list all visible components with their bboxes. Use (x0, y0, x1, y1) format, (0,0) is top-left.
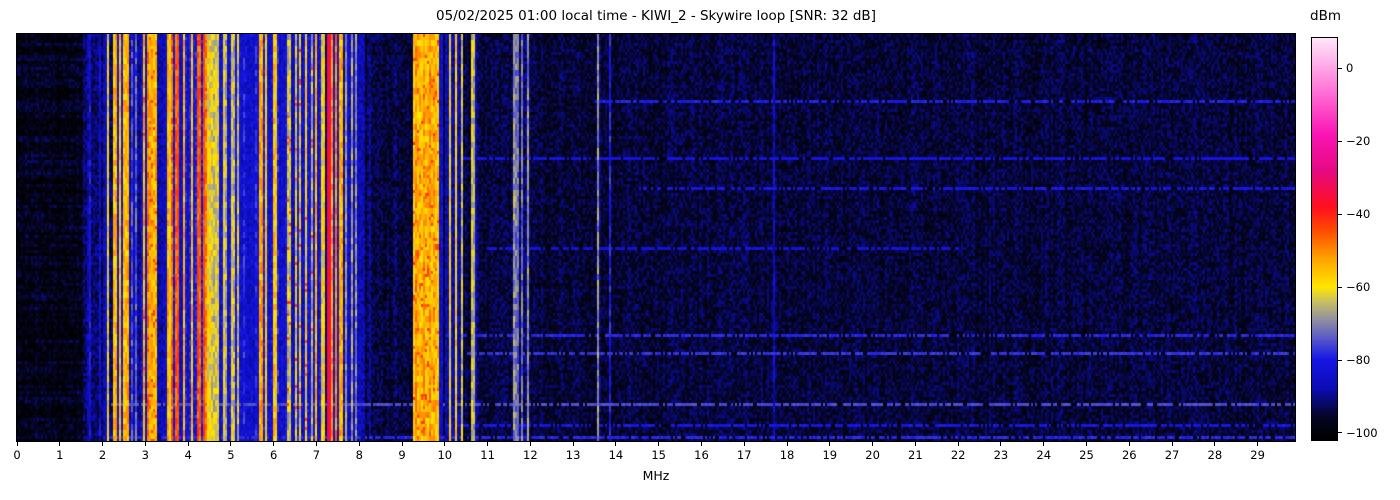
x-tick-label: 15 (651, 448, 667, 462)
x-tick-mark (487, 442, 489, 446)
x-tick-label: 9 (398, 448, 406, 462)
x-tick-mark (144, 442, 146, 446)
x-tick-label: 26 (1121, 448, 1137, 462)
x-tick-label: 13 (565, 448, 581, 462)
x-tick-mark (1000, 442, 1002, 446)
x-tick-label: 12 (523, 448, 538, 462)
colorbar-tick-mark (1338, 286, 1342, 288)
x-tick-mark (1257, 442, 1259, 446)
x-tick-label: 10 (437, 448, 453, 462)
x-tick-mark (1086, 442, 1087, 446)
colorbar-tick-mark (1338, 213, 1342, 215)
x-tick-mark (401, 442, 403, 446)
x-tick-label: 11 (480, 448, 495, 462)
x-tick-mark (230, 442, 232, 446)
x-tick-label: 7 (312, 448, 321, 462)
x-tick-label: 1 (56, 448, 64, 462)
colorbar-tick-label: −40 (1346, 207, 1371, 222)
colorbar-tick-label: −60 (1346, 280, 1371, 295)
x-tick-label: 16 (694, 448, 709, 462)
x-tick-mark (273, 442, 275, 446)
colorbar-tick-label: 0 (1346, 61, 1354, 76)
x-tick-mark (957, 442, 959, 446)
x-tick-label: 23 (993, 448, 1009, 462)
colorbar-tick-label: −100 (1346, 425, 1378, 440)
x-tick-mark (658, 442, 660, 446)
x-axis-label: MHz (642, 468, 670, 483)
x-tick-mark (829, 442, 831, 446)
x-tick-mark (16, 442, 18, 446)
x-tick-mark (872, 442, 874, 446)
x-tick-mark (187, 442, 189, 446)
x-tick-mark (1043, 442, 1045, 446)
x-tick-label: 5 (227, 448, 235, 462)
x-tick-mark (743, 442, 745, 446)
colorbar-gradient (1312, 38, 1337, 440)
x-tick-mark (315, 442, 317, 446)
x-tick-label: 0 (13, 448, 21, 462)
x-tick-label: 19 (822, 448, 838, 462)
x-tick-mark (444, 442, 446, 446)
colorbar-tick-mark (1338, 359, 1342, 361)
x-tick-label: 2 (98, 448, 107, 462)
colorbar-tick-label: −20 (1346, 134, 1371, 149)
x-tick-label: 4 (184, 448, 192, 462)
x-tick-label: 8 (355, 448, 363, 462)
x-tick-label: 3 (141, 448, 149, 462)
x-tick-mark (615, 442, 617, 446)
x-tick-label: 20 (865, 448, 880, 462)
x-tick-mark (914, 442, 916, 446)
x-tick-label: 17 (736, 448, 752, 462)
x-tick-label: 27 (1164, 448, 1180, 462)
colorbar-tick-mark (1338, 67, 1342, 69)
colorbar (1311, 37, 1338, 441)
x-tick-label: 29 (1250, 448, 1265, 462)
x-tick-mark (529, 442, 531, 446)
spectrogram-canvas (17, 34, 1295, 441)
x-tick-label: 28 (1207, 448, 1223, 462)
x-tick-label: 6 (270, 448, 278, 462)
colorbar-label: dBm (1310, 8, 1341, 24)
x-tick-mark (1171, 442, 1173, 446)
plot-title: 05/02/2025 01:00 local time - KIWI_2 - S… (436, 8, 876, 24)
x-tick-mark (1214, 442, 1216, 446)
x-tick-label: 14 (608, 448, 624, 462)
x-tick-label: 18 (779, 448, 795, 462)
x-tick-mark (786, 442, 788, 446)
x-tick-mark (59, 442, 61, 446)
x-tick-mark (102, 442, 104, 446)
plot-area (16, 33, 1296, 442)
colorbar-tick-mark (1338, 140, 1342, 142)
x-tick-label: 24 (1036, 448, 1052, 462)
x-tick-mark (1128, 442, 1130, 446)
x-tick-label: 25 (1079, 448, 1094, 462)
x-tick-label: 22 (950, 448, 966, 462)
colorbar-tick-label: −80 (1346, 353, 1371, 368)
colorbar-tick-mark (1338, 432, 1342, 434)
x-tick-label: 21 (908, 448, 923, 462)
x-tick-mark (572, 442, 574, 446)
x-tick-mark (358, 442, 360, 446)
x-tick-mark (700, 442, 702, 446)
